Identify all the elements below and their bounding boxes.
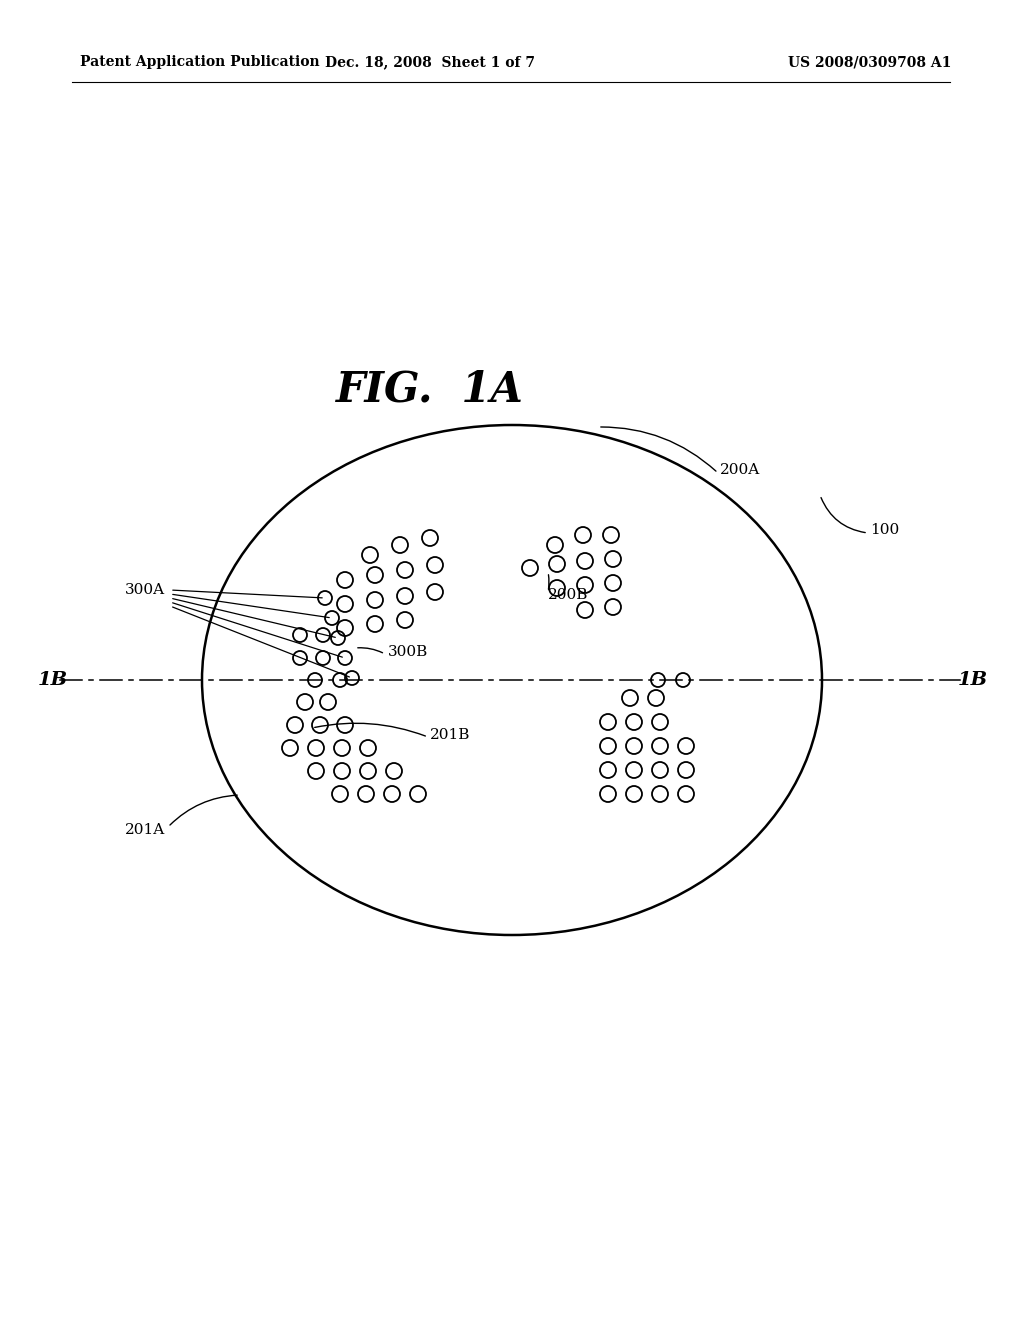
Text: 201A: 201A — [125, 822, 165, 837]
Text: FIG.  1A: FIG. 1A — [336, 370, 524, 411]
Text: 300B: 300B — [388, 645, 428, 659]
Text: 1B: 1B — [38, 671, 68, 689]
Text: 201B: 201B — [430, 729, 470, 742]
Text: 200B: 200B — [548, 587, 589, 602]
Text: 100: 100 — [870, 523, 899, 537]
Text: US 2008/0309708 A1: US 2008/0309708 A1 — [788, 55, 951, 69]
Text: 200A: 200A — [720, 463, 760, 477]
Text: 1B: 1B — [958, 671, 988, 689]
Text: Dec. 18, 2008  Sheet 1 of 7: Dec. 18, 2008 Sheet 1 of 7 — [325, 55, 535, 69]
Text: 300A: 300A — [125, 583, 165, 597]
Text: Patent Application Publication: Patent Application Publication — [80, 55, 319, 69]
